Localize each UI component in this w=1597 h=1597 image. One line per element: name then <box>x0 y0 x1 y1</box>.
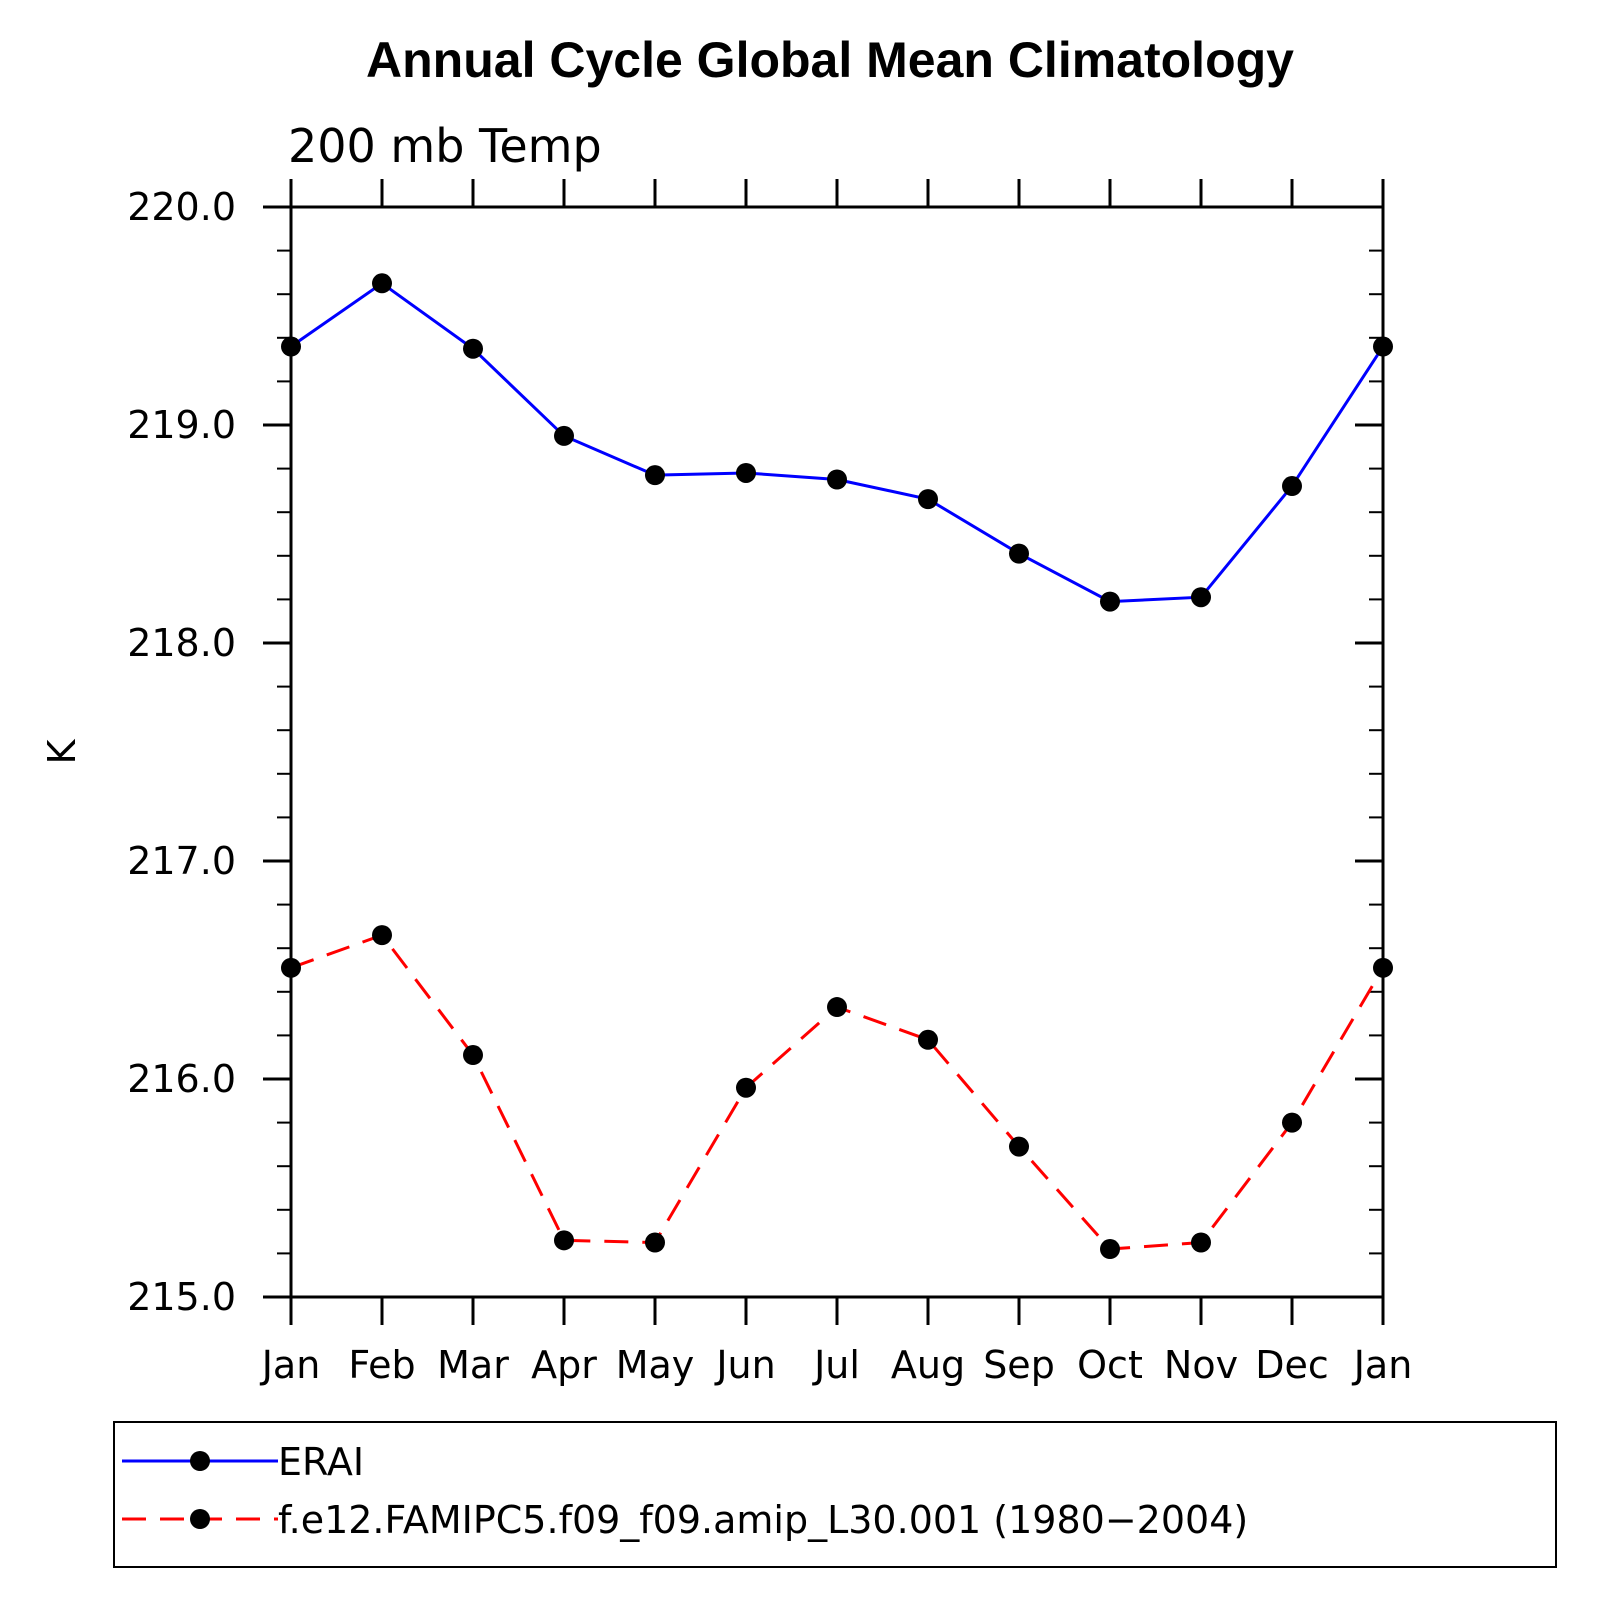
x-tick-label: Feb <box>348 1343 415 1387</box>
y-tick-label: 220.0 <box>127 185 236 229</box>
series-point-1 <box>554 425 574 446</box>
series-line-2 <box>290 933 1385 1251</box>
series-point-1 <box>372 273 392 294</box>
series-point-2 <box>281 957 301 978</box>
legend-marker-2 <box>190 1509 210 1529</box>
y-tick-labels: 215.0 216.0 217.0 218.0 219.0 220.0 <box>127 185 236 1319</box>
series-point-1 <box>1282 476 1302 497</box>
series-point-1 <box>1373 336 1393 357</box>
series-line-1 <box>290 281 1385 604</box>
x-tick-label: Aug <box>891 1343 965 1387</box>
series-point-2 <box>1282 1112 1302 1133</box>
series-point-2 <box>645 1232 665 1253</box>
chart-subtitle: 200 mb Temp <box>288 119 602 173</box>
series-point-2 <box>918 1029 938 1050</box>
series-point-2 <box>1100 1239 1120 1260</box>
series-point-2 <box>827 997 847 1018</box>
axis-ticks <box>263 179 1385 1325</box>
x-tick-label: Jan <box>260 1343 321 1387</box>
series-point-2 <box>463 1045 483 1066</box>
series-point-2 <box>1373 957 1393 978</box>
series-point-1 <box>1009 543 1029 564</box>
series-point-2 <box>372 925 392 946</box>
y-tick-label: 215.0 <box>127 1275 236 1319</box>
y-tick-label: 217.0 <box>127 839 236 883</box>
series-point-2 <box>554 1230 574 1251</box>
x-tick-label: Oct <box>1077 1343 1143 1387</box>
legend-label-2: f.e12.FAMIPC5.f09_f09.amip_L30.001 (1980… <box>278 1498 1248 1542</box>
y-tick-label: 218.0 <box>127 621 236 665</box>
x-tick-label: Jan <box>1352 1343 1413 1387</box>
series-point-1 <box>827 469 847 490</box>
series-point-1 <box>1100 591 1120 612</box>
series-point-1 <box>645 465 665 486</box>
chart-title: Annual Cycle Global Mean Climatology <box>366 32 1294 88</box>
x-tick-label: May <box>616 1343 695 1387</box>
legend-items: ERAI f.e12.FAMIPC5.f09_f09.amip_L30.001 (… <box>122 1440 1248 1542</box>
legend-marker-1 <box>190 1451 210 1471</box>
series-point-1 <box>918 489 938 510</box>
series-point-1 <box>736 462 756 483</box>
x-tick-labels: Jan Feb Mar Apr May Jun Jul Aug Sep Oct Nov Dec Jan <box>260 1343 1413 1387</box>
y-tick-label: 216.0 <box>127 1057 236 1101</box>
series-point-1 <box>281 336 301 357</box>
x-tick-label: Nov <box>1164 1343 1238 1387</box>
legend: ERAI f.e12.FAMIPC5.f09_f09.amip_L30.001 (… <box>113 1421 1557 1568</box>
legend-box <box>113 1421 1557 1568</box>
series-point-2 <box>736 1077 756 1098</box>
x-tick-label: Apr <box>531 1343 597 1387</box>
series-layer <box>281 273 1393 1260</box>
y-tick-label: 219.0 <box>127 403 236 447</box>
series-point-1 <box>463 338 483 359</box>
x-tick-label: Sep <box>983 1343 1055 1387</box>
y-axis-label: K <box>40 738 84 764</box>
series-point-2 <box>1009 1136 1029 1157</box>
legend-label-1: ERAI <box>278 1440 364 1484</box>
series-point-2 <box>1191 1232 1211 1253</box>
x-tick-label: Dec <box>1255 1343 1329 1387</box>
plot-frame <box>289 205 1385 1299</box>
x-tick-label: Mar <box>437 1343 509 1387</box>
series-point-1 <box>1191 587 1211 608</box>
x-tick-label: Jul <box>812 1343 860 1387</box>
x-tick-label: Jun <box>714 1343 775 1387</box>
